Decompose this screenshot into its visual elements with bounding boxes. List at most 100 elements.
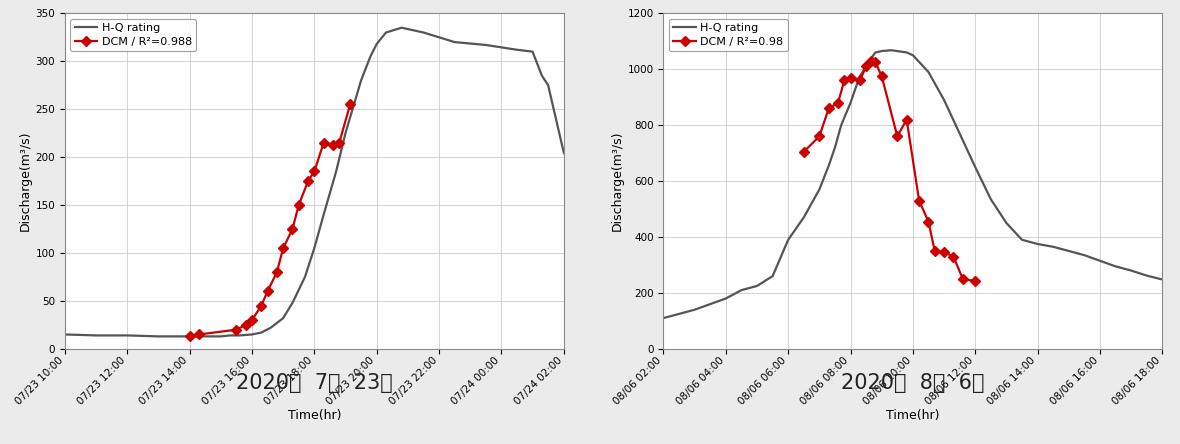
DCM / R²=0.988 xyxy=(261,289,275,294)
DCM / R²=0.988 xyxy=(286,226,300,232)
H-Q rating xyxy=(166,334,181,339)
DCM / R²=0.98 xyxy=(796,149,811,155)
H-Q rating xyxy=(447,40,461,45)
DCM / R²=0.98 xyxy=(853,78,867,83)
H-Q rating xyxy=(868,50,883,55)
H-Q rating xyxy=(88,333,103,338)
H-Q rating xyxy=(254,330,268,335)
H-Q rating xyxy=(535,73,549,78)
Text: 2020년  8월  6일: 2020년 8월 6일 xyxy=(841,373,984,393)
H-Q rating xyxy=(572,178,586,184)
H-Q rating xyxy=(719,296,733,301)
DCM / R²=0.98 xyxy=(890,134,904,139)
DCM / R²=0.988 xyxy=(291,202,306,208)
H-Q rating xyxy=(1093,258,1107,263)
DCM / R²=0.988 xyxy=(307,169,321,174)
H-Q rating xyxy=(859,64,873,69)
H-Q rating xyxy=(1047,244,1061,250)
H-Q rating xyxy=(850,82,864,87)
DCM / R²=0.988 xyxy=(245,317,260,323)
H-Q rating xyxy=(542,83,556,88)
H-Q rating xyxy=(884,48,898,53)
H-Q rating xyxy=(354,78,368,83)
DCM / R²=0.988 xyxy=(238,322,253,328)
DCM / R²=0.988 xyxy=(270,270,284,275)
H-Q rating xyxy=(1030,242,1044,247)
H-Q rating xyxy=(1077,253,1092,258)
H-Q rating xyxy=(688,307,702,313)
H-Q rating xyxy=(766,274,780,279)
H-Q rating xyxy=(844,100,858,106)
H-Q rating xyxy=(276,316,290,321)
DCM / R²=0.98 xyxy=(927,248,942,254)
H-Q rating xyxy=(1062,248,1076,254)
DCM / R²=0.98 xyxy=(859,64,873,69)
H-Q rating xyxy=(417,30,431,35)
H-Q rating xyxy=(394,25,408,30)
H-Q rating xyxy=(369,41,384,47)
H-Q rating xyxy=(656,315,670,321)
H-Q rating xyxy=(379,30,393,35)
DCM / R²=0.98 xyxy=(937,250,951,255)
DCM / R²=0.98 xyxy=(912,198,926,203)
H-Q rating xyxy=(297,274,312,280)
H-Q rating xyxy=(703,301,717,307)
DCM / R²=0.988 xyxy=(301,178,315,184)
H-Q rating xyxy=(853,74,867,79)
Line: DCM / R²=0.988: DCM / R²=0.988 xyxy=(185,101,354,340)
DCM / R²=0.988 xyxy=(333,140,347,145)
H-Q rating xyxy=(183,334,197,339)
H-Q rating xyxy=(120,333,135,338)
H-Q rating xyxy=(223,333,237,338)
DCM / R²=0.98 xyxy=(838,78,852,83)
H-Q rating xyxy=(1155,277,1169,282)
DCM / R²=0.98 xyxy=(922,219,936,224)
H-Q rating xyxy=(968,164,982,170)
H-Q rating xyxy=(821,163,835,168)
DCM / R²=0.988 xyxy=(254,303,268,309)
H-Q rating xyxy=(316,212,330,217)
H-Q rating xyxy=(906,52,920,58)
DCM / R²=0.98 xyxy=(956,276,970,281)
Y-axis label: Discharge(m³/s): Discharge(m³/s) xyxy=(18,131,31,231)
H-Q rating xyxy=(286,300,300,305)
H-Q rating xyxy=(1140,273,1154,278)
H-Q rating xyxy=(245,332,260,337)
H-Q rating xyxy=(999,220,1014,226)
DCM / R²=0.98 xyxy=(844,75,858,80)
H-Q rating xyxy=(750,283,765,289)
H-Q rating xyxy=(307,246,321,251)
DCM / R²=0.988 xyxy=(183,334,197,339)
H-Q rating xyxy=(151,334,165,339)
H-Q rating xyxy=(984,197,998,202)
DCM / R²=0.98 xyxy=(899,117,913,122)
X-axis label: Time(hr): Time(hr) xyxy=(886,409,939,422)
Line: H-Q rating: H-Q rating xyxy=(663,50,1162,318)
DCM / R²=0.988 xyxy=(343,102,358,107)
DCM / R²=0.98 xyxy=(831,100,845,106)
H-Q rating xyxy=(1015,237,1029,242)
DCM / R²=0.988 xyxy=(326,142,340,147)
H-Q rating xyxy=(734,287,748,293)
DCM / R²=0.98 xyxy=(812,134,826,139)
H-Q rating xyxy=(525,49,539,54)
H-Q rating xyxy=(232,333,247,338)
H-Q rating xyxy=(557,150,571,155)
H-Q rating xyxy=(510,47,524,52)
Text: 2020년  7월  23일: 2020년 7월 23일 xyxy=(236,373,393,393)
Y-axis label: Discharge(m³/s): Discharge(m³/s) xyxy=(610,131,623,231)
DCM / R²=0.98 xyxy=(968,278,982,284)
X-axis label: Time(hr): Time(hr) xyxy=(288,409,341,423)
DCM / R²=0.98 xyxy=(874,74,889,79)
Legend: H-Q rating, DCM / R²=0.988: H-Q rating, DCM / R²=0.988 xyxy=(71,19,196,51)
H-Q rating xyxy=(812,187,826,192)
H-Q rating xyxy=(363,54,378,59)
DCM / R²=0.98 xyxy=(868,59,883,65)
H-Q rating xyxy=(339,131,353,136)
H-Q rating xyxy=(865,54,879,59)
H-Q rating xyxy=(479,42,493,48)
Line: H-Q rating: H-Q rating xyxy=(65,28,579,337)
H-Q rating xyxy=(58,332,72,337)
DCM / R²=0.98 xyxy=(946,254,961,259)
H-Q rating xyxy=(781,237,795,242)
